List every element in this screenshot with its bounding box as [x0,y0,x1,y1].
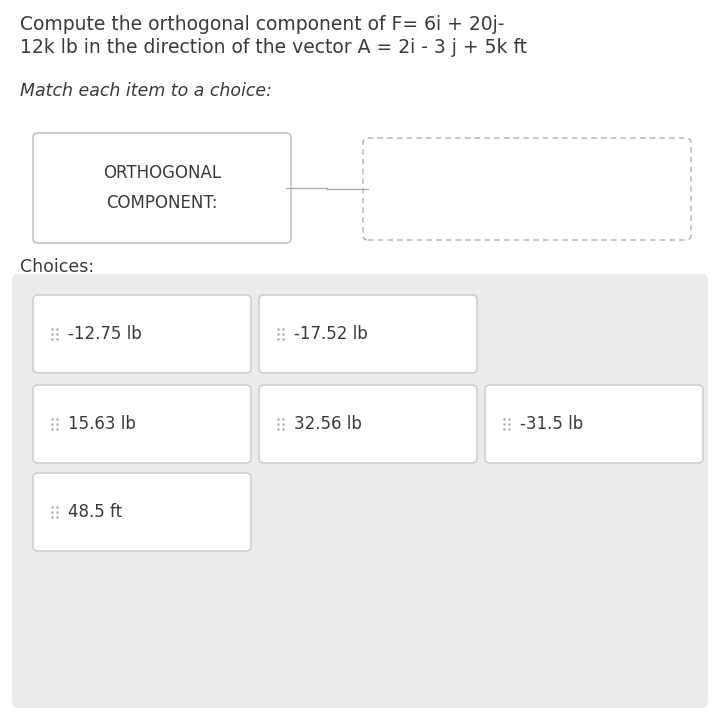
Text: -17.52 lb: -17.52 lb [294,325,368,343]
Text: 15.63 lb: 15.63 lb [68,415,136,433]
Text: -31.5 lb: -31.5 lb [520,415,583,433]
Text: Compute the orthogonal component of F= 6i + 20j-: Compute the orthogonal component of F= 6… [20,15,505,34]
FancyBboxPatch shape [33,295,251,373]
FancyBboxPatch shape [33,473,251,551]
Text: 48.5 ft: 48.5 ft [68,503,122,521]
FancyBboxPatch shape [259,385,477,463]
Text: 32.56 lb: 32.56 lb [294,415,362,433]
FancyBboxPatch shape [363,138,691,240]
FancyBboxPatch shape [485,385,703,463]
FancyBboxPatch shape [259,295,477,373]
FancyBboxPatch shape [12,274,708,708]
Text: Choices:: Choices: [20,258,94,276]
Text: -12.75 lb: -12.75 lb [68,325,142,343]
Text: ORTHOGONAL
COMPONENT:: ORTHOGONAL COMPONENT: [103,164,221,211]
Text: Match each item to a choice:: Match each item to a choice: [20,82,272,100]
FancyBboxPatch shape [33,133,291,243]
Text: 12k lb in the direction of the vector A = 2i - 3 j + 5k ft: 12k lb in the direction of the vector A … [20,38,527,57]
FancyBboxPatch shape [33,385,251,463]
